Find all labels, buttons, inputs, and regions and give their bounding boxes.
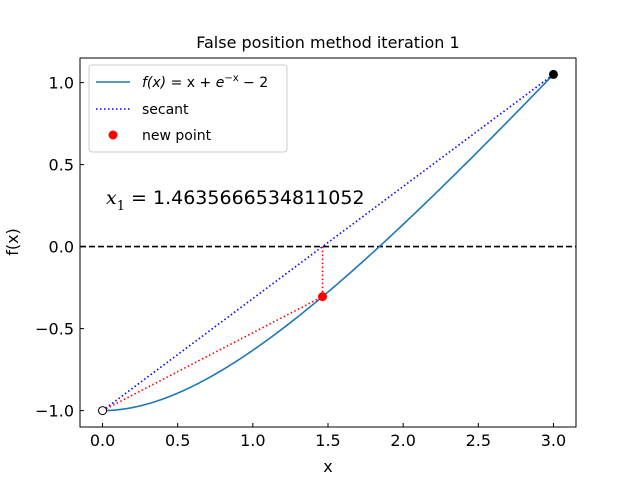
x-tick-label: 0.5 — [165, 431, 190, 450]
y-tick-label: −1.0 — [35, 402, 74, 421]
function-curve — [102, 73, 555, 412]
legend-label-function: f(x) = x + e−x − 2 — [142, 73, 268, 91]
legend-label-new-point: new point — [142, 128, 212, 144]
iteration-annotation: x1 = 1.4635666534811052 — [106, 187, 365, 214]
x-tick-label: 1.0 — [240, 431, 265, 450]
plot-area — [80, 69, 576, 416]
x-axis: 0.0 0.5 1.0 1.5 2.0 2.5 3.0 — [90, 423, 566, 450]
endpoint-filled — [548, 69, 558, 79]
x-tick-label: 1.5 — [315, 431, 340, 450]
x-tick-label: 2.0 — [390, 431, 415, 450]
y-axis-label: f(x) — [3, 228, 22, 256]
new-secant-line — [102, 295, 323, 412]
y-tick-label: 1.0 — [49, 74, 74, 93]
x-tick-label: 3.0 — [541, 431, 566, 450]
new-point-marker — [318, 292, 328, 302]
legend-box — [88, 64, 288, 153]
y-tick-label: 0.5 — [49, 156, 74, 175]
y-tick-label: 0.0 — [49, 238, 74, 257]
legend-swatch-new-point — [108, 130, 118, 140]
secant-line — [102, 73, 554, 412]
y-axis: −1.0 −0.5 0.0 0.5 1.0 — [35, 74, 84, 421]
annotation-subscript: 1 — [117, 199, 125, 214]
y-tick-label: −0.5 — [35, 320, 74, 339]
annotation-x: x — [106, 187, 117, 209]
legend-label-secant: secant — [142, 102, 189, 118]
chart-title: False position method iteration 1 — [196, 33, 459, 52]
x-tick-label: 0.0 — [90, 431, 115, 450]
legend: f(x) = x + e−x − 2 secant new point — [88, 64, 288, 153]
annotation-value: = 1.4635666534811052 — [125, 187, 365, 209]
x-axis-label: x — [323, 457, 332, 476]
x-tick-label: 2.5 — [466, 431, 491, 450]
endpoint-open — [98, 406, 108, 416]
